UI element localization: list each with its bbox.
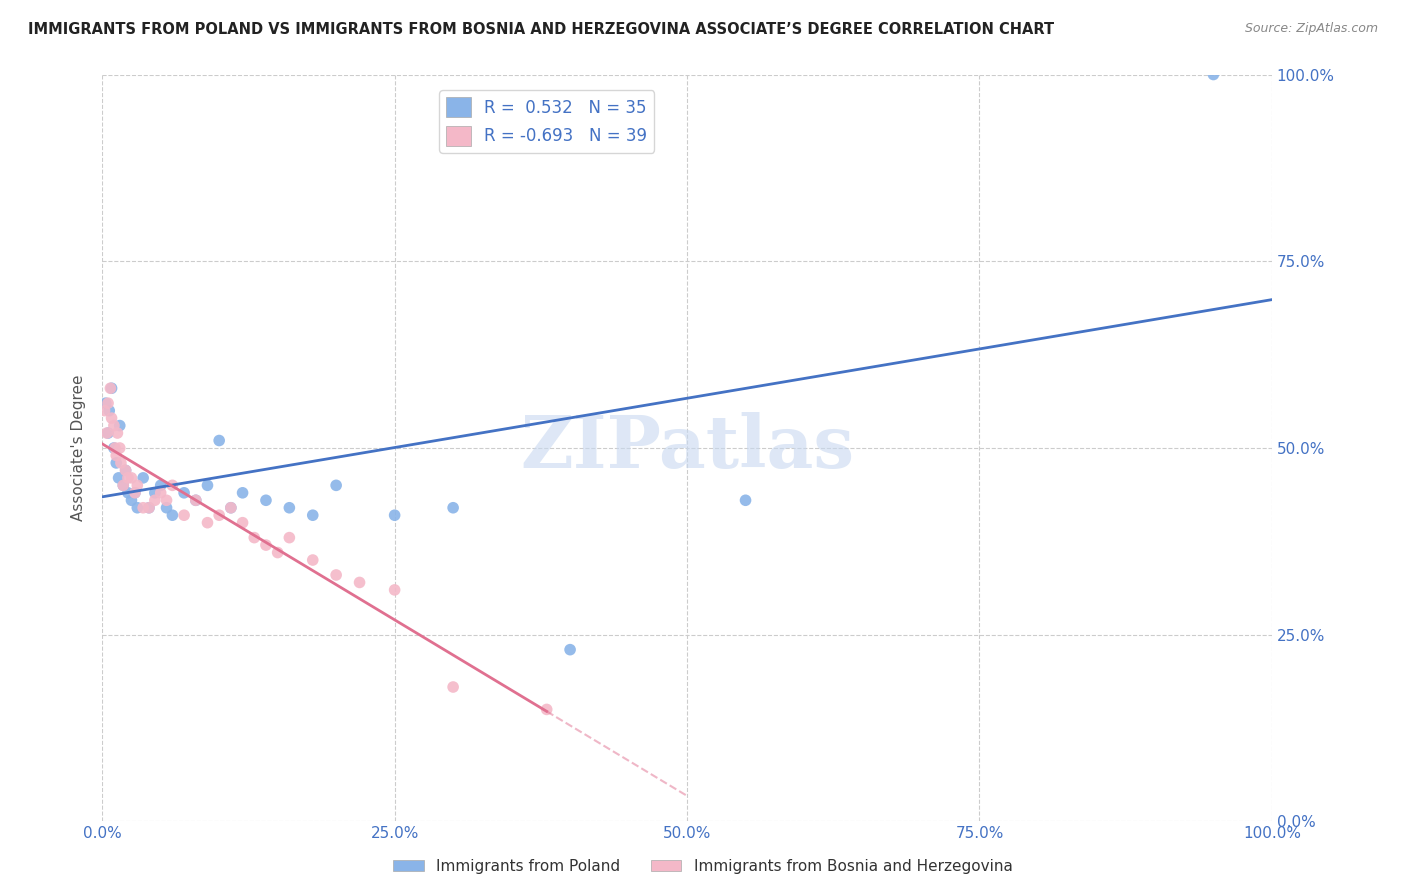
Point: [117, 485, 139, 500]
Point: [127, 500, 149, 515]
Point: [138, 500, 160, 515]
Point: [97, 396, 120, 410]
Point: [197, 478, 219, 492]
Point: [103, 418, 125, 433]
Point: [162, 478, 184, 492]
Point: [100, 381, 122, 395]
Point: [132, 471, 155, 485]
Point: [278, 531, 301, 545]
Point: [173, 508, 195, 523]
Point: [93, 403, 115, 417]
Point: [105, 456, 128, 470]
Point: [138, 500, 160, 515]
Point: [96, 425, 118, 440]
Point: [155, 500, 177, 515]
Point: [110, 456, 132, 470]
Text: ZIPatlas: ZIPatlas: [520, 412, 853, 483]
Point: [734, 493, 756, 508]
Point: [94, 396, 117, 410]
Point: [107, 471, 129, 485]
Point: [266, 545, 288, 559]
Point: [100, 381, 122, 395]
Point: [124, 485, 146, 500]
Point: [149, 485, 172, 500]
Point: [108, 441, 131, 455]
Point: [117, 471, 139, 485]
Point: [441, 680, 464, 694]
Point: [349, 575, 371, 590]
Point: [243, 531, 266, 545]
Point: [127, 478, 149, 492]
Point: [112, 478, 135, 492]
Point: [132, 500, 155, 515]
Point: [254, 538, 277, 552]
Point: [208, 508, 231, 523]
Point: [104, 441, 127, 455]
Point: [232, 516, 254, 530]
Point: [97, 425, 120, 440]
Point: [219, 500, 242, 515]
Text: IMMIGRANTS FROM POLAND VS IMMIGRANTS FROM BOSNIA AND HERZEGOVINA ASSOCIATE’S DEG: IMMIGRANTS FROM POLAND VS IMMIGRANTS FRO…: [28, 22, 1054, 37]
Point: [162, 508, 184, 523]
Point: [536, 702, 558, 716]
Point: [149, 478, 172, 492]
Point: [558, 642, 581, 657]
Point: [219, 500, 242, 515]
Point: [100, 411, 122, 425]
Point: [384, 508, 406, 523]
Point: [155, 493, 177, 508]
Point: [112, 478, 135, 492]
Point: [232, 485, 254, 500]
Y-axis label: Associate's Degree: Associate's Degree: [72, 375, 86, 521]
Point: [441, 500, 464, 515]
Point: [114, 463, 136, 477]
Point: [254, 493, 277, 508]
Point: [107, 425, 129, 440]
Legend: Immigrants from Poland, Immigrants from Bosnia and Herzegovina: Immigrants from Poland, Immigrants from …: [387, 853, 1019, 880]
Point: [103, 441, 125, 455]
Point: [208, 434, 231, 448]
Point: [384, 582, 406, 597]
Point: [120, 471, 142, 485]
Point: [143, 485, 166, 500]
Point: [98, 403, 121, 417]
Text: Source: ZipAtlas.com: Source: ZipAtlas.com: [1244, 22, 1378, 36]
Point: [124, 485, 146, 500]
Point: [184, 493, 207, 508]
Point: [184, 493, 207, 508]
Legend: R =  0.532   N = 35, R = -0.693   N = 39: R = 0.532 N = 35, R = -0.693 N = 39: [439, 90, 654, 153]
Point: [325, 568, 347, 582]
Point: [143, 493, 166, 508]
Point: [108, 418, 131, 433]
Point: [197, 516, 219, 530]
Point: [114, 463, 136, 477]
Point: [325, 478, 347, 492]
Point: [173, 485, 195, 500]
Point: [120, 493, 142, 508]
Point: [278, 500, 301, 515]
Point: [301, 508, 323, 523]
Point: [1202, 68, 1225, 82]
Point: [301, 553, 323, 567]
Point: [105, 449, 128, 463]
